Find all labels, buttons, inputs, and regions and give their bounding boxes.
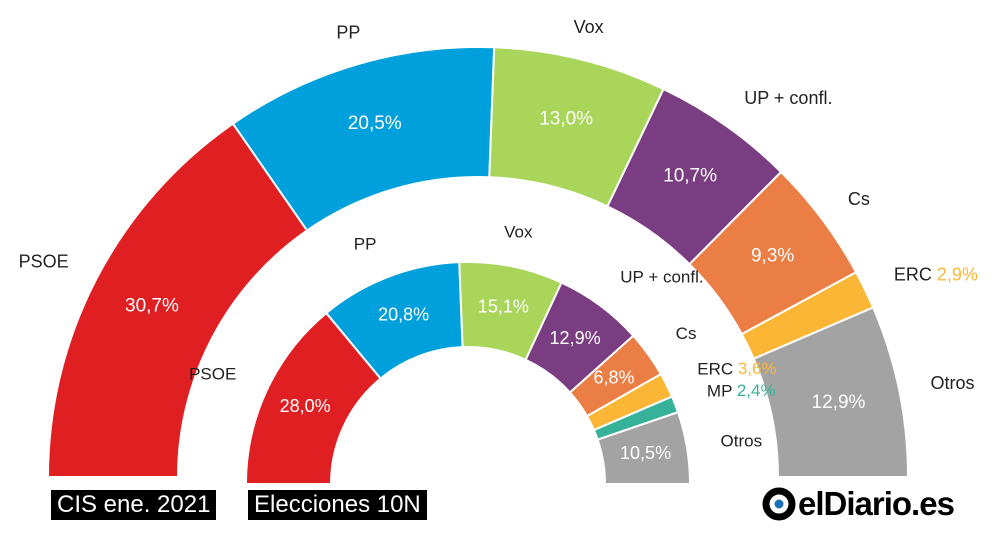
outer-erc-value-label: 2,9% bbox=[932, 264, 978, 284]
eldiario-logo: elDiario.es bbox=[762, 484, 955, 524]
outer-up-confl-value-label: 10,7% bbox=[663, 165, 717, 186]
outer-cs-value-label: 9,3% bbox=[751, 246, 794, 267]
inner-up-confl-name-label: UP + confl. bbox=[620, 268, 703, 287]
inner-pp-value-label: 20,8% bbox=[378, 305, 429, 325]
outer-cs-name-label: Cs bbox=[848, 189, 870, 209]
outer-otros-value-label: 12,9% bbox=[812, 392, 866, 413]
outer-pp-name-label: PP bbox=[336, 22, 360, 42]
outer-vox-value-label: 13,0% bbox=[539, 109, 593, 130]
inner-cs-value-label: 6,8% bbox=[594, 367, 635, 387]
inner-erc-value-label: 3,6% bbox=[733, 360, 776, 379]
inner-psoe-name-label: PSOE bbox=[189, 365, 236, 384]
inner-otros-value-label: 10,5% bbox=[620, 443, 671, 463]
inner-vox-value-label: 15,1% bbox=[478, 296, 529, 316]
logo-text: elDiario.es bbox=[798, 485, 955, 522]
inner-mp-name-label: MP 2,4% bbox=[707, 382, 776, 401]
eldiario-logo-mark bbox=[762, 487, 796, 521]
outer-otros-slice bbox=[752, 306, 910, 478]
outer-chart-caption: CIS ene. 2021 bbox=[51, 490, 217, 520]
outer-up-confl-name-label: UP + confl. bbox=[744, 88, 832, 108]
inner-pp-name-label: PP bbox=[354, 234, 377, 253]
outer-pp-value-label: 20,5% bbox=[348, 113, 402, 134]
inner-erc-name-label: ERC 3,6% bbox=[697, 360, 776, 379]
inner-psoe-value-label: 28,0% bbox=[280, 396, 331, 416]
inner-otros-name-label: Otros bbox=[721, 431, 763, 450]
outer-erc-name-label: ERC 2,9% bbox=[894, 264, 978, 284]
outer-psoe-value-label: 30,7% bbox=[125, 295, 179, 316]
outer-vox-name-label: Vox bbox=[574, 17, 604, 37]
outer-psoe-name-label: PSOE bbox=[19, 251, 69, 271]
inner-chart-caption: Elecciones 10N bbox=[248, 490, 427, 520]
outer-otros-name-label: Otros bbox=[931, 373, 975, 393]
inner-cs-name-label: Cs bbox=[676, 324, 697, 343]
inner-otros-slice bbox=[596, 410, 692, 485]
inner-mp-value-label: 2,4% bbox=[732, 382, 775, 401]
inner-up-confl-value-label: 12,9% bbox=[550, 328, 601, 348]
inner-vox-name-label: Vox bbox=[504, 222, 533, 241]
